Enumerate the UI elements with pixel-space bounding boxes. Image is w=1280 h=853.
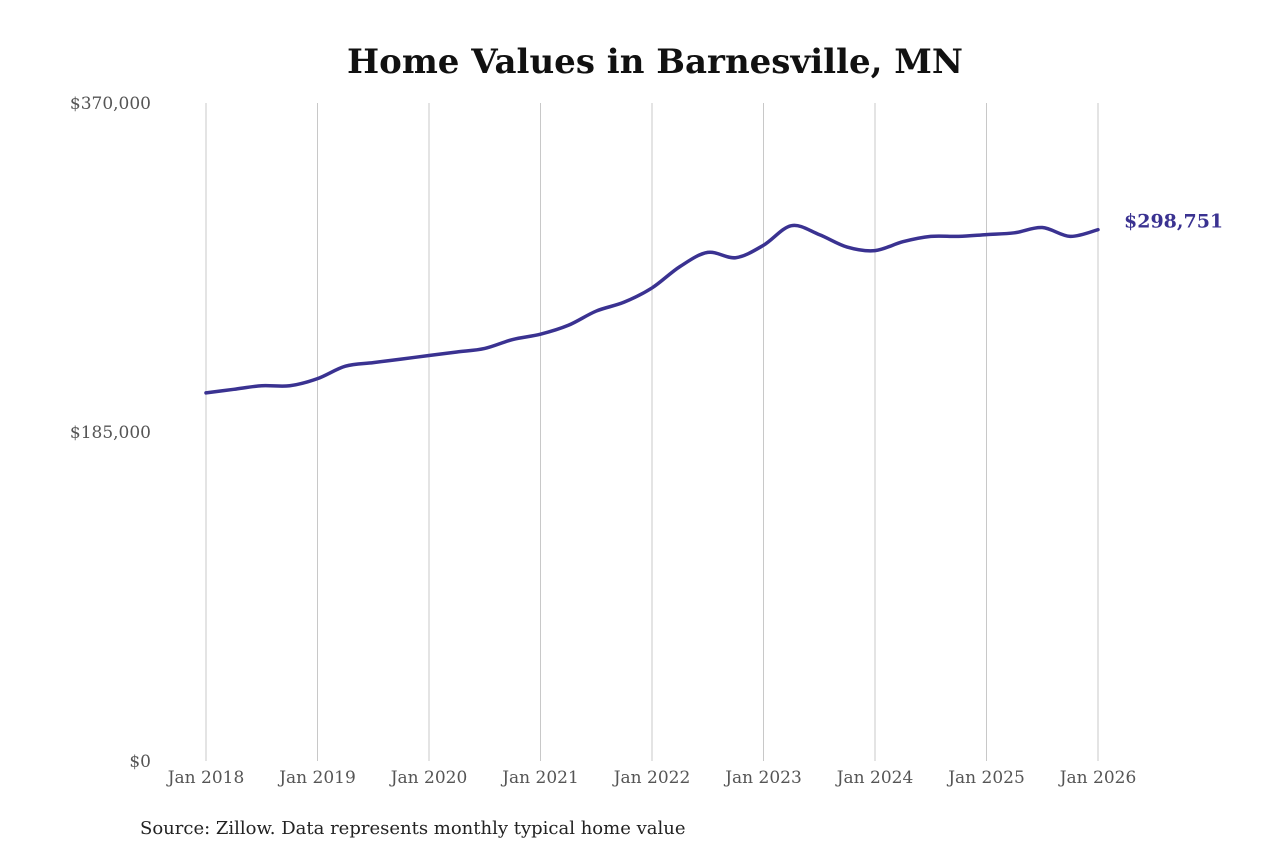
x-tick-label: Jan 2025	[946, 768, 1025, 788]
chart-title: Home Values in Barnesville, MN	[347, 42, 963, 82]
x-tick-label: Jan 2018	[166, 768, 245, 788]
x-tick-label: Jan 2021	[500, 768, 579, 788]
y-axis-tick-labels: $0 $185,000 $370,000	[70, 94, 151, 772]
x-tick-label: Jan 2019	[277, 768, 356, 788]
x-tick-label: Jan 2024	[835, 768, 914, 788]
x-tick-label: Jan 2020	[389, 768, 468, 788]
y-tick-label: $185,000	[70, 423, 151, 443]
x-axis-tick-labels: Jan 2018 Jan 2019 Jan 2020 Jan 2021 Jan 2022…	[166, 768, 1137, 788]
y-tick-label: $370,000	[70, 94, 151, 114]
x-tick-label: Jan 2022	[612, 768, 691, 788]
home-value-line	[204, 223, 1100, 395]
latest-value-label: $298,751	[1124, 211, 1223, 233]
x-gridlines	[205, 103, 1099, 761]
source-note: Source: Zillow. Data represents monthly …	[140, 818, 686, 839]
x-tick-label: Jan 2023	[723, 768, 802, 788]
x-tick-label: Jan 2026	[1058, 768, 1137, 788]
y-tick-label: $0	[129, 752, 151, 772]
